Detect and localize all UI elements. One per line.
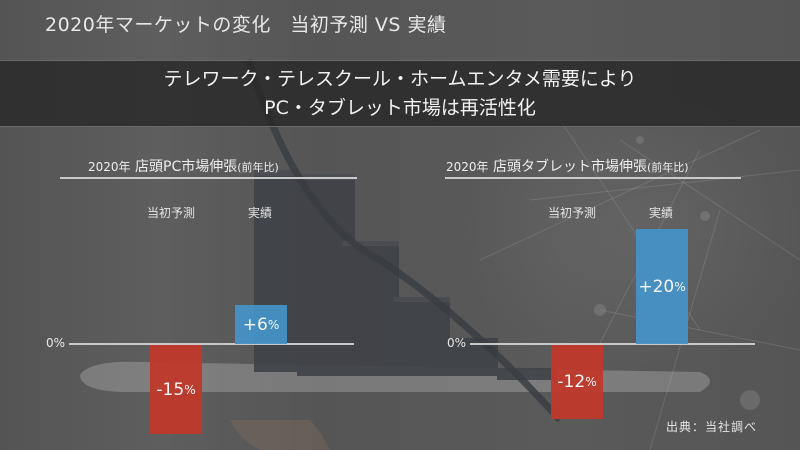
tablet-forecast-unit: % [585, 375, 597, 389]
pc-chart-title-underline [60, 177, 357, 179]
tablet-zero-axis [470, 343, 755, 345]
pc-actual-bar: +6% [235, 305, 287, 344]
tablet-zero-label: 0% [447, 336, 467, 350]
tablet-forecast-value: -12 [557, 372, 586, 392]
pc-forecast-unit: % [184, 382, 196, 397]
pc-chart-title-main: 店頭PC市場伸張 [135, 159, 238, 175]
slide-title: 2020年マーケットの変化 当初予測 VS 実績 [45, 14, 447, 36]
banner-line-1: テレワーク・テレスクール・ホームエンタメ需要により [163, 68, 637, 90]
tablet-actual-value: +20 [638, 276, 675, 297]
banner-line-2: PC・タブレット市場は再活性化 [264, 97, 536, 119]
pc-actual-value: +6 [242, 314, 268, 335]
pc-zero-axis [69, 343, 354, 345]
pc-zero-label: 0% [46, 336, 66, 350]
pc-actual-unit: % [267, 317, 280, 332]
tablet-actual-bar: +20% [636, 229, 688, 344]
pc-chart-title-year: 2020年 [88, 160, 131, 174]
pc-category-actual: 実績 [248, 206, 273, 220]
pc-forecast-bar: -15% [150, 345, 202, 434]
tablet-chart-title: 2020年 店頭タブレット市場伸張(前年比) [446, 156, 689, 176]
tablet-actual-unit: % [674, 279, 686, 294]
tablet-category-actual: 実績 [649, 206, 674, 220]
tablet-chart-title-underline [445, 177, 741, 179]
source-note: 出典：当社調べ [666, 420, 758, 434]
tablet-category-forecast: 当初予測 [548, 206, 597, 220]
tablet-chart-title-year: 2020年 [446, 160, 489, 174]
pc-forecast-value: -15 [156, 379, 185, 400]
pc-chart-title-note: (前年比) [237, 161, 279, 174]
tablet-chart-title-main: 店頭タブレット市場伸張 [493, 159, 647, 175]
pc-category-forecast: 当初予測 [147, 206, 196, 220]
pc-chart-title: 2020年 店頭PC市場伸張(前年比) [88, 156, 279, 176]
headline-banner: テレワーク・テレスクール・ホームエンタメ需要により PC・タブレット市場は再活性… [0, 60, 800, 127]
tablet-forecast-bar: -12% [551, 345, 603, 419]
tablet-chart-title-note: (前年比) [647, 161, 689, 174]
